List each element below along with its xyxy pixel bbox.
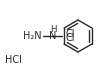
Text: N: N bbox=[49, 31, 56, 41]
Text: Cl: Cl bbox=[65, 33, 74, 43]
Text: H₂N: H₂N bbox=[23, 31, 42, 41]
Text: HCl: HCl bbox=[4, 55, 21, 65]
Text: H: H bbox=[49, 25, 56, 34]
Text: Cl: Cl bbox=[65, 29, 74, 39]
